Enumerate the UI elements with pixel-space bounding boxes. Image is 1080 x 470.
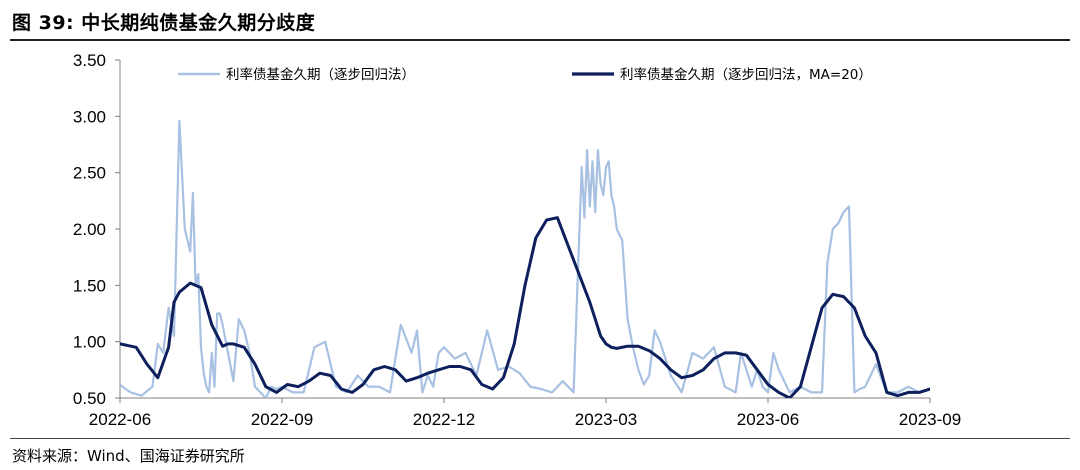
y-tick-label: 0.50 xyxy=(73,389,106,408)
x-tick-label: 2022-12 xyxy=(413,410,475,429)
y-tick-label: 1.00 xyxy=(73,333,106,352)
series-line-raw xyxy=(120,119,930,398)
legend-label-raw: 利率债基金久期（逐步回归法） xyxy=(226,66,415,83)
source-rule xyxy=(10,438,1070,439)
figure-title: 图 39: 中长期纯债基金久期分歧度 xyxy=(12,12,316,34)
y-tick-label: 3.50 xyxy=(73,51,106,70)
x-tick-label: 2022-06 xyxy=(89,410,151,429)
y-tick-label: 3.00 xyxy=(73,107,106,126)
chart-legend: 利率债基金久期（逐步回归法） 利率债基金久期（逐步回归法，MA=20） xyxy=(178,66,872,83)
chart-series-layer xyxy=(120,119,930,398)
y-tick-label: 2.50 xyxy=(73,164,106,183)
source-note: 资料来源：Wind、国海证券研究所 xyxy=(12,447,245,465)
y-tick-label: 2.00 xyxy=(73,220,106,239)
x-tick-label: 2022-09 xyxy=(251,410,313,429)
y-tick-label: 1.50 xyxy=(73,276,106,295)
legend-label-ma20: 利率债基金久期（逐步回归法，MA=20） xyxy=(620,66,872,83)
title-rule xyxy=(10,39,1070,41)
series-line-ma20 xyxy=(120,216,930,398)
chart-axes: 3.50 3.00 2.50 2.00 1.50 1.00 0.50 2022-06 2022-… xyxy=(73,51,961,429)
x-tick-label: 2023-03 xyxy=(575,410,637,429)
x-tick-label: 2023-09 xyxy=(899,410,961,429)
x-tick-label: 2023-06 xyxy=(737,410,799,429)
